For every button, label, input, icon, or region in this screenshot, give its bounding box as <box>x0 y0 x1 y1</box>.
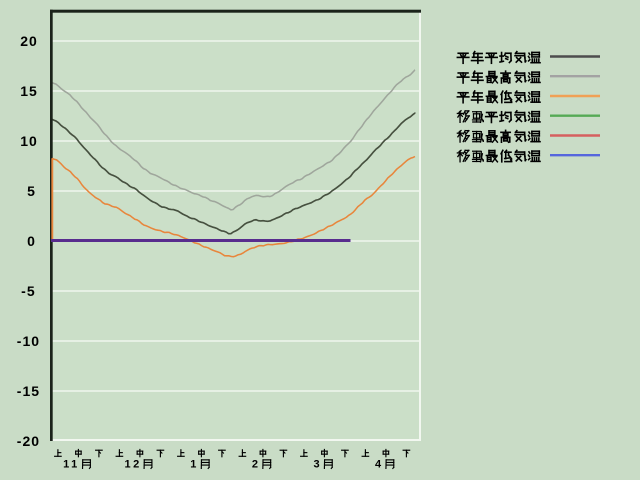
svg-text:11: 11 <box>63 459 80 471</box>
svg-text:-20: -20 <box>17 433 40 449</box>
svg-text:-15: -15 <box>17 383 40 399</box>
svg-text:0: 0 <box>27 233 36 249</box>
svg-text:-10: -10 <box>17 333 40 349</box>
svg-text:20: 20 <box>20 33 38 49</box>
svg-text:15: 15 <box>20 83 38 99</box>
svg-text:10: 10 <box>20 133 38 149</box>
svg-text:-5: -5 <box>21 283 35 299</box>
svg-text:2: 2 <box>252 459 261 471</box>
svg-text:1: 1 <box>190 459 199 471</box>
svg-text:3: 3 <box>313 459 322 471</box>
svg-text:12: 12 <box>124 459 141 471</box>
svg-text:5: 5 <box>27 183 36 199</box>
svg-text:4: 4 <box>375 459 384 471</box>
